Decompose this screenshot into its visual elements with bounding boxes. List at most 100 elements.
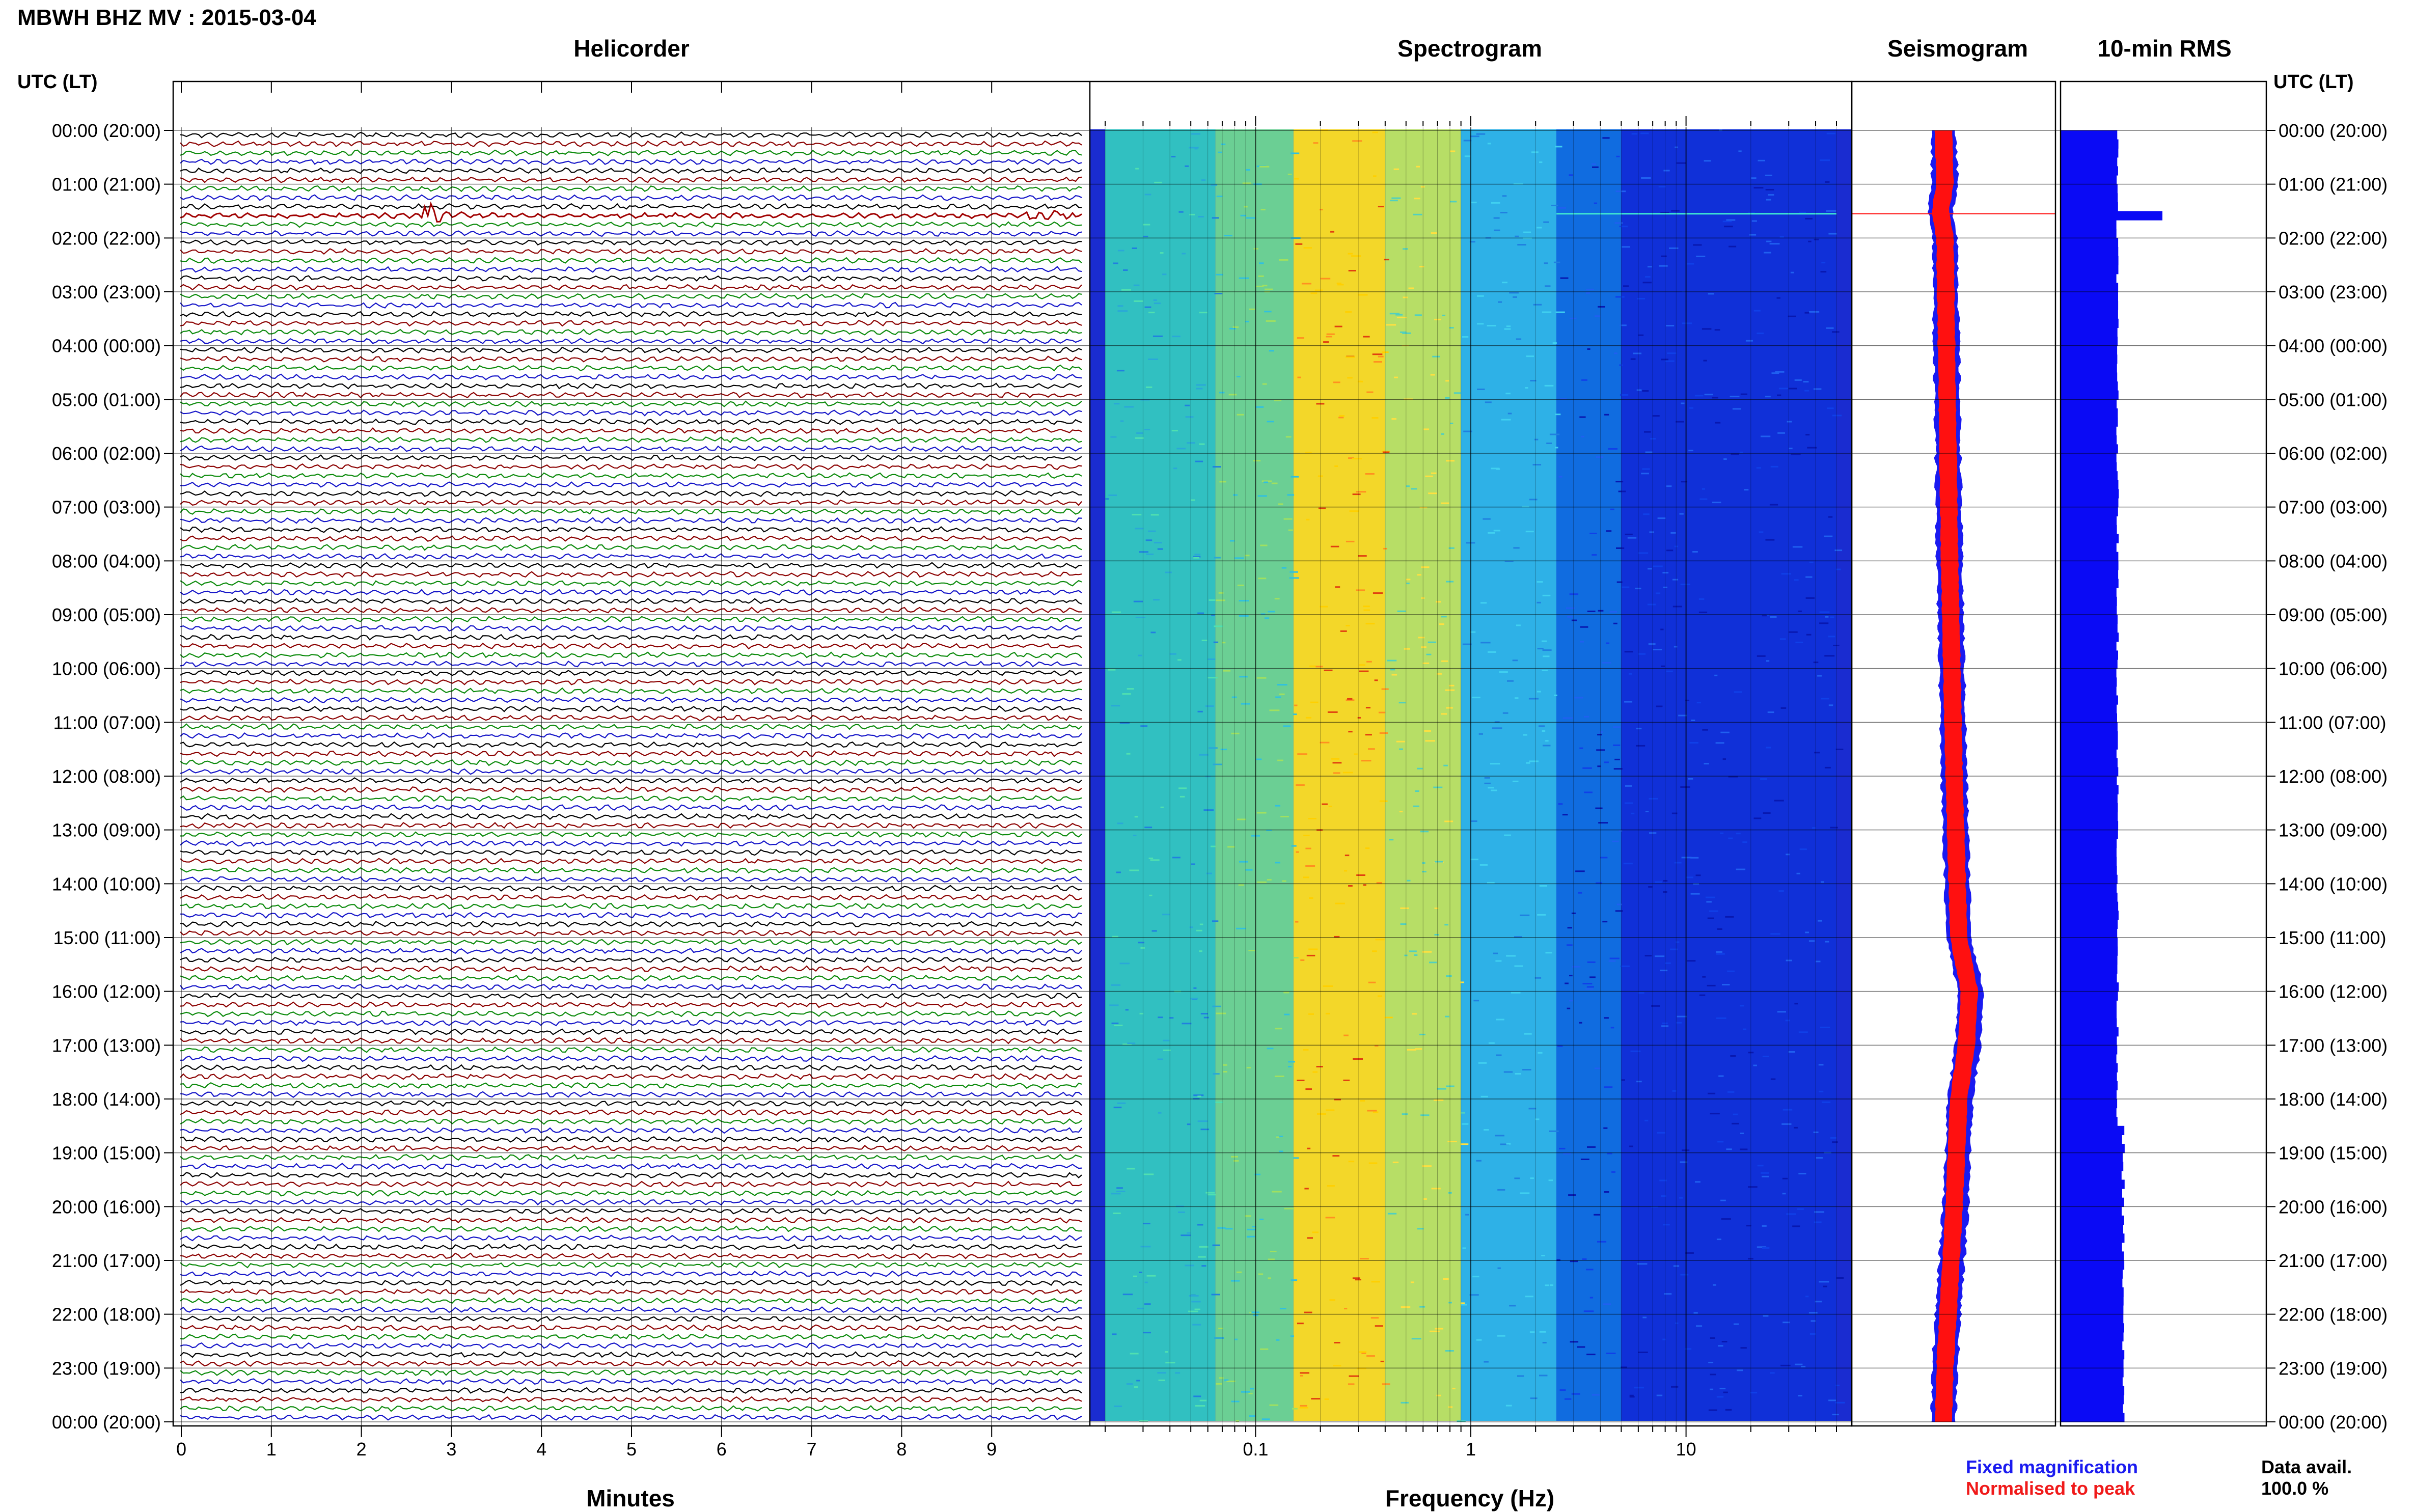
spectrogram-cell xyxy=(1523,231,1531,233)
spectrogram-cell xyxy=(1172,336,1181,338)
spectrogram-cell xyxy=(1681,481,1688,483)
spectrogram-cell xyxy=(1638,653,1646,655)
rms-bar xyxy=(2061,606,2117,615)
spectrogram-cell xyxy=(1713,1284,1716,1286)
spectrogram-cell xyxy=(1611,1171,1615,1173)
spectrogram-cell xyxy=(1382,450,1390,452)
spectrogram-cell xyxy=(1138,654,1142,656)
spectrogram-cell xyxy=(1804,390,1809,392)
spectrogram-cell xyxy=(1514,1177,1520,1179)
helicorder-trace xyxy=(180,328,1082,336)
spectrogram-cell xyxy=(1828,1399,1836,1401)
rms-bar xyxy=(2061,588,2117,597)
spectrogram-cell xyxy=(1297,337,1304,339)
time-label-left: 22:00 (18:00) xyxy=(52,1304,161,1325)
helicorder-trace xyxy=(180,1261,1082,1269)
spectrogram-cell xyxy=(1169,1017,1174,1019)
spectrogram-cell xyxy=(1403,296,1408,298)
spectrogram-cell xyxy=(1740,1347,1747,1349)
helicorder-trace xyxy=(180,463,1082,471)
spectrogram-cell xyxy=(1140,1246,1151,1248)
spectrogram-cell xyxy=(1604,1086,1613,1088)
spectrogram-cell xyxy=(1279,1150,1283,1152)
spectrogram-cell xyxy=(1433,1099,1444,1101)
spectrogram-cell xyxy=(1537,227,1542,229)
spectrogram-cell xyxy=(1824,766,1831,768)
spectrogram-cell xyxy=(1769,243,1780,245)
spectrogram-cell xyxy=(1637,298,1645,299)
spectrogram-cell xyxy=(1777,1011,1786,1013)
spectrogram-cell xyxy=(1688,778,1693,780)
rms-panel xyxy=(2061,130,2162,1422)
spectrogram-cell xyxy=(1216,196,1223,198)
spectrogram-cell xyxy=(1500,212,1507,213)
spectrogram-cell xyxy=(1805,1296,1809,1298)
spectrogram-cell xyxy=(1534,977,1542,979)
spectrogram-cell xyxy=(1762,615,1767,617)
spectrogram-cell xyxy=(1190,998,1198,1000)
spectrogram-cell xyxy=(1476,133,1486,135)
time-label-left: 03:00 (23:00) xyxy=(52,282,161,303)
spectrogram-cell xyxy=(1596,456,1604,458)
spectrogram-cell xyxy=(1387,659,1397,662)
spectrogram-cell xyxy=(1675,146,1678,148)
spectrogram-cell xyxy=(1740,1133,1744,1134)
spectrogram-cell xyxy=(1659,1179,1667,1181)
spectrogram-cell xyxy=(1804,312,1809,314)
spectrogram-cell xyxy=(1637,1263,1648,1265)
spectrogram-cell xyxy=(1541,1255,1545,1256)
spectrogram-cell xyxy=(1305,847,1311,849)
spectrogram-cell xyxy=(1664,1293,1672,1295)
spectrogram-cell xyxy=(1247,1228,1256,1230)
spectrogram-cell xyxy=(1119,722,1130,724)
spectrogram-cell xyxy=(1419,1306,1425,1308)
time-label-right: 11:00 (07:00) xyxy=(2279,712,2386,733)
spectrogram-cell xyxy=(1770,616,1777,618)
spectrogram-cell xyxy=(1365,707,1370,709)
spectrogram-cell xyxy=(1657,517,1666,519)
spectrogram-cell xyxy=(1493,952,1498,954)
spectrogram-cell xyxy=(1761,435,1771,437)
spectrogram-cell xyxy=(1334,465,1338,467)
time-label-left: 04:00 (00:00) xyxy=(52,336,161,356)
spectrogram-cell xyxy=(1488,651,1496,653)
spectrogram-cell xyxy=(1748,1052,1754,1054)
spectrogram-cell xyxy=(1762,1247,1770,1249)
spectrogram-cell xyxy=(1422,1165,1432,1167)
spectrogram-cell xyxy=(1236,927,1246,929)
rms-bar xyxy=(2061,596,2117,606)
spectrogram-cell xyxy=(1680,786,1690,788)
rms-bar xyxy=(2061,1269,2123,1279)
spectrogram-cell xyxy=(1560,398,1567,400)
spectrogram-cell xyxy=(1740,1148,1748,1150)
helicorder-trace xyxy=(180,167,1082,174)
time-label-right: 04:00 (00:00) xyxy=(2279,336,2388,356)
spectrogram-cell xyxy=(1291,1279,1298,1281)
spectrogram-cell xyxy=(1502,195,1507,197)
spectrogram-cell xyxy=(1347,698,1353,700)
spectrogram-cell xyxy=(1714,329,1720,331)
spectrogram-cell xyxy=(1460,1143,1469,1145)
spectrogram-cell xyxy=(1530,1177,1534,1179)
time-label-right: 00:00 (20:00) xyxy=(2279,1412,2388,1433)
spectrogram-cell xyxy=(1218,1328,1223,1330)
spectrogram-cell xyxy=(1661,1195,1666,1197)
spectrogram-cell xyxy=(1613,726,1621,728)
helicorder-trace xyxy=(180,1028,1082,1035)
spectrogram-cell xyxy=(1116,1187,1123,1189)
spectrogram-cell xyxy=(1828,233,1837,235)
spectrogram-cell xyxy=(1241,1391,1250,1393)
minute-tick-label: 7 xyxy=(807,1439,817,1460)
spectrogram-cell xyxy=(1543,745,1551,747)
spectrogram-cell xyxy=(1356,874,1365,876)
spectrogram-cell xyxy=(1500,1143,1510,1145)
spectrogram-cell xyxy=(1113,1107,1122,1109)
rms-title: 10-min RMS xyxy=(2097,35,2232,62)
spectrogram-cell xyxy=(1580,626,1588,628)
spectrogram-cell xyxy=(1375,1045,1379,1047)
spectrogram-cell xyxy=(1543,221,1549,223)
spectrogram-cell xyxy=(1116,1191,1126,1192)
spectrogram-cell xyxy=(1821,262,1826,264)
spectrogram-cell xyxy=(1360,1100,1365,1102)
spectrogram-cell xyxy=(1363,609,1370,611)
